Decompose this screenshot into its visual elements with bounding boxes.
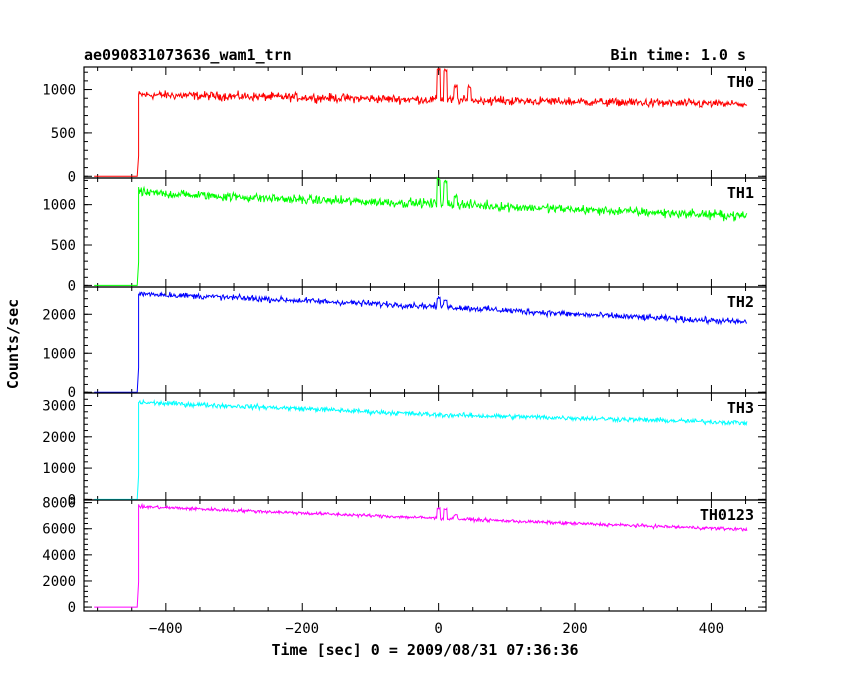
series-line-th2 xyxy=(94,291,748,393)
y-tick-label: 1000 xyxy=(42,83,76,99)
panel-label-th1: TH1 xyxy=(727,184,754,202)
y-tick-label: 0 xyxy=(68,278,76,294)
y-tick-label: 8000 xyxy=(42,496,76,512)
y-tick-label: 1000 xyxy=(42,346,76,362)
y-tick-label: 2000 xyxy=(42,307,76,323)
panel-frame-th2 xyxy=(83,286,767,394)
y-tick-label: 500 xyxy=(51,238,76,254)
y-tick-label: 0 xyxy=(68,600,76,616)
series-line-th0123 xyxy=(94,502,748,608)
x-tick-label: 200 xyxy=(562,621,587,637)
y-tick-label: 0 xyxy=(68,385,76,401)
y-tick-label: 0 xyxy=(68,169,76,185)
panel-label-th3: TH3 xyxy=(727,399,754,417)
y-tick-label: 500 xyxy=(51,126,76,142)
x-tick-label: 400 xyxy=(699,621,724,637)
panel-label-th0123: TH0123 xyxy=(700,506,754,524)
y-tick-label: 3000 xyxy=(42,399,76,415)
panel-frame-th0123 xyxy=(83,499,767,612)
y-tick-label: 0 xyxy=(68,492,76,508)
x-tick-label: 0 xyxy=(434,621,442,637)
y-tick-label: 1000 xyxy=(42,198,76,214)
panel-label-th2: TH2 xyxy=(727,293,754,311)
y-tick-label: 6000 xyxy=(42,522,76,538)
series-line-th3 xyxy=(94,398,748,500)
plot-title: ae090831073636_wam1_trn xyxy=(84,46,292,64)
x-axis-label: Time [sec] 0 = 2009/08/31 07:36:36 xyxy=(271,641,578,659)
y-tick-label: 4000 xyxy=(42,548,76,564)
x-tick-label: −400 xyxy=(149,621,183,637)
y-tick-label: 2000 xyxy=(42,430,76,446)
y-tick-label: 1000 xyxy=(42,461,76,477)
series-line-th1 xyxy=(94,176,748,286)
panel-label-th0: TH0 xyxy=(727,73,754,91)
panel-frame-th0 xyxy=(83,66,767,179)
panel-frame-th3 xyxy=(83,392,767,501)
y-tick-label: 2000 xyxy=(42,574,76,590)
bin-time-label: Bin time: 1.0 s xyxy=(611,46,746,64)
series-line-th0 xyxy=(94,67,748,177)
y-axis-label: Counts/sec xyxy=(4,299,22,389)
x-tick-label: −200 xyxy=(285,621,319,637)
